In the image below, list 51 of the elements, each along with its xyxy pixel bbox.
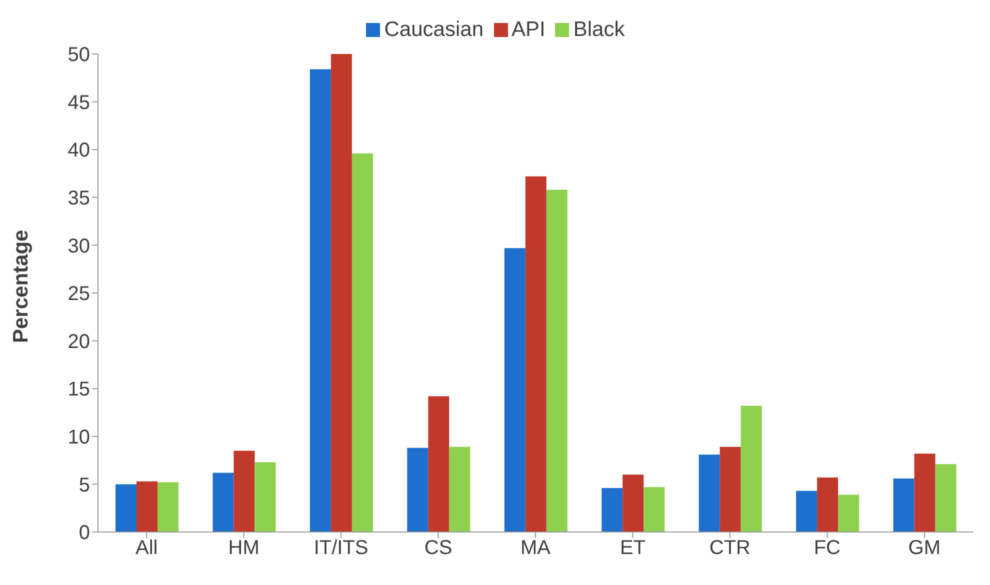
y-tick-label: 0 bbox=[78, 522, 90, 544]
bar bbox=[352, 153, 373, 532]
y-tick-label: 15 bbox=[68, 378, 90, 401]
legend-label: API bbox=[512, 18, 546, 41]
y-axis-title: Percentage bbox=[9, 230, 32, 343]
bar bbox=[449, 446, 470, 532]
bar bbox=[310, 69, 331, 532]
bar bbox=[720, 446, 741, 532]
bar bbox=[525, 176, 546, 532]
x-tick-label: FC bbox=[814, 537, 841, 560]
x-tick-label: ET bbox=[620, 537, 646, 560]
bar bbox=[116, 484, 136, 532]
x-tick-label: All bbox=[135, 537, 158, 560]
x-tick-label: CS bbox=[424, 537, 452, 560]
bar bbox=[740, 406, 762, 532]
bar bbox=[136, 481, 158, 532]
y-tick-label: 30 bbox=[68, 235, 90, 258]
bar bbox=[330, 54, 352, 532]
bar bbox=[622, 474, 644, 532]
y-tick-label: 50 bbox=[68, 44, 90, 66]
x-tick-label: CTR bbox=[709, 537, 750, 560]
bar bbox=[935, 464, 956, 532]
x-tick-label: HM bbox=[228, 537, 260, 560]
y-tick-label: 25 bbox=[68, 283, 90, 306]
bar bbox=[158, 482, 178, 532]
bar bbox=[838, 494, 860, 532]
x-tick-label: GM bbox=[908, 537, 940, 560]
legend-label: Caucasian bbox=[384, 18, 484, 41]
bar bbox=[644, 487, 665, 532]
bar bbox=[817, 478, 838, 532]
bar bbox=[504, 248, 526, 532]
legend-label: Black bbox=[573, 18, 625, 41]
y-tick-label: 10 bbox=[68, 426, 90, 448]
y-tick-label: 45 bbox=[68, 92, 90, 114]
bar bbox=[796, 490, 818, 532]
y-tick-label: 35 bbox=[68, 188, 90, 210]
bar bbox=[428, 396, 450, 532]
x-tick-label: IT/ITS bbox=[314, 537, 368, 560]
bar bbox=[893, 478, 914, 532]
bar bbox=[254, 462, 276, 532]
y-tick-label: 5 bbox=[78, 474, 90, 496]
y-tick-label: 20 bbox=[68, 330, 90, 353]
y-tick-label: 40 bbox=[68, 140, 90, 162]
bar bbox=[234, 450, 255, 532]
bar bbox=[546, 190, 568, 532]
bar bbox=[698, 454, 720, 532]
bar bbox=[602, 488, 623, 532]
bar bbox=[407, 448, 428, 532]
x-tick-label: MA bbox=[520, 537, 552, 560]
bar bbox=[914, 454, 936, 532]
bar bbox=[212, 472, 234, 532]
